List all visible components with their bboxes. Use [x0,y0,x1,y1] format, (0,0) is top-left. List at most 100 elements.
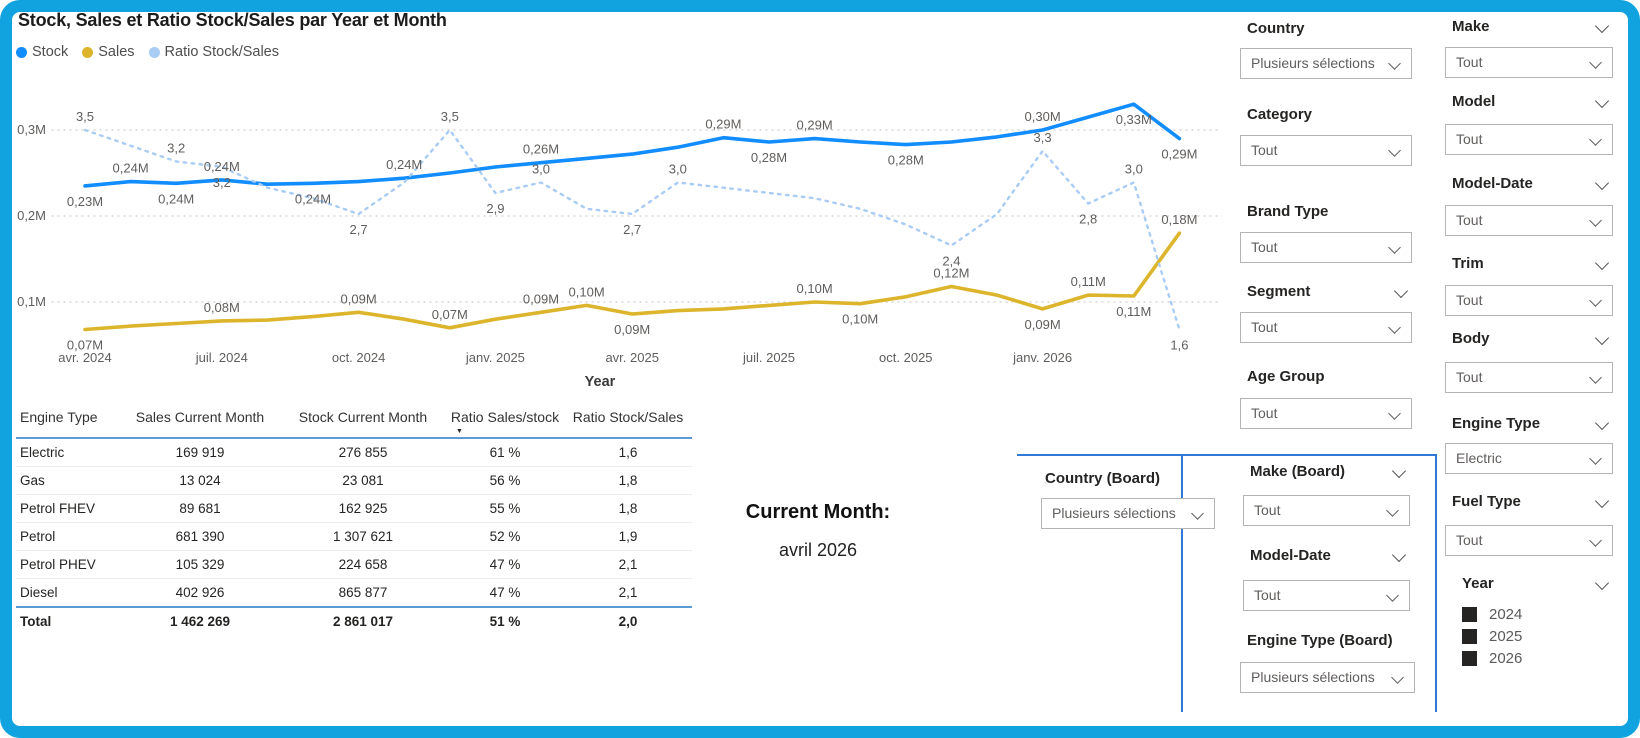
age-group-dropdown[interactable]: Tout [1240,398,1412,429]
data-label: 3,2 [213,175,231,190]
data-label: 0,18M [1161,212,1197,227]
table-row[interactable]: Diesel 402 926 865 877 47 % 2,1 [16,578,692,608]
data-label: 2,7 [623,222,641,237]
country-board-dropdown-value: Plusieurs sélections [1052,505,1176,521]
column-header-ratio-sales-stock[interactable]: Ratio Sales/stock ▼ [446,403,564,439]
model-date-dropdown[interactable]: Tout [1445,205,1613,236]
table-cell: Gas [16,466,120,495]
checkbox-checked-icon [1462,607,1477,622]
table-row[interactable]: Petrol 681 390 1 307 621 52 % 1,9 [16,522,692,551]
make-board-dropdown[interactable]: Tout [1243,495,1410,526]
filter-collapse-icon-engine-type[interactable] [1594,415,1610,431]
table-cell: 52 % [446,522,564,551]
engine-type-board-dropdown-value: Plusieurs sélections [1251,669,1375,685]
legend-dot-icon [16,46,27,58]
column-header-ratio-stock-sales[interactable]: Ratio Stock/Sales [564,403,692,439]
make-dropdown[interactable]: Tout [1445,47,1613,78]
legend-item-sales[interactable]: Sales [82,44,135,60]
checkbox-checked-icon [1462,629,1477,644]
sales-line[interactable] [83,231,1182,332]
ratio-line[interactable] [83,128,1181,331]
x-axis-tick-label: avr. 2025 [605,350,659,365]
data-label: 3,3 [1034,130,1052,145]
table-cell: 402 926 [120,578,280,608]
fuel-type-dropdown[interactable]: Tout [1445,525,1613,556]
engine-type-dropdown[interactable]: Electric [1445,443,1613,474]
segment-dropdown-value: Tout [1251,319,1278,335]
chevron-down-icon [1386,589,1399,602]
data-label: 0,33M [1116,112,1152,127]
table-total-row: Total 1 462 269 2 861 017 51 % 2,0 [16,606,692,635]
filter-collapse-icon-model-date-board[interactable] [1391,547,1407,563]
model-date-board-dropdown[interactable]: Tout [1243,580,1410,611]
body-dropdown-value: Tout [1456,369,1483,385]
engine-type-board-dropdown[interactable]: Plusieurs sélections [1240,662,1415,693]
body-dropdown[interactable]: Tout [1445,362,1613,393]
stock-line[interactable] [83,102,1182,188]
filter-collapse-icon-make[interactable] [1594,18,1610,34]
data-label: 3,2 [167,141,185,156]
data-label: 0,28M [888,153,924,168]
column-header-engine-type[interactable]: Engine Type [16,403,120,439]
brand-type-dropdown[interactable]: Tout [1240,232,1412,263]
data-label: 3,5 [76,109,94,124]
year-option-2025[interactable]: 2025 [1462,628,1522,645]
filter-title-trim: Trim [1452,255,1484,272]
filter-collapse-icon-model-date[interactable] [1594,175,1610,191]
table-cell: 1,6 [564,438,692,467]
table-cell: 2,1 [564,578,692,608]
year-option-2026[interactable]: 2026 [1462,650,1522,667]
country-dropdown[interactable]: Plusieurs sélections [1240,48,1412,79]
legend-item-ratio-stock-sales[interactable]: Ratio Stock/Sales [148,44,279,60]
data-label: 0,24M [295,191,331,206]
model-date-board-dropdown-value: Tout [1254,587,1281,603]
data-label: 0,11M [1071,274,1106,289]
model-dropdown[interactable]: Tout [1445,124,1613,155]
filter-collapse-icon-body[interactable] [1594,330,1610,346]
segment-dropdown[interactable]: Tout [1240,312,1412,343]
chevron-down-icon [1589,452,1602,465]
board-group-top-line [1017,454,1437,456]
legend-item-stock[interactable]: Stock [16,44,68,60]
chevron-down-icon [1589,133,1602,146]
data-label: 0,29M [797,118,833,133]
filter-collapse-icon-year[interactable] [1594,575,1610,591]
filter-collapse-icon-model[interactable] [1594,93,1610,109]
trim-dropdown[interactable]: Tout [1445,285,1613,316]
country-board-dropdown[interactable]: Plusieurs sélections [1041,498,1215,529]
data-label: 0,09M [614,322,650,337]
year-option-2024[interactable]: 2024 [1462,606,1522,623]
chevron-down-icon [1388,407,1401,420]
filter-collapse-icon-trim[interactable] [1594,255,1610,271]
table-row[interactable]: Gas 13 024 23 081 56 % 1,8 [16,466,692,495]
table-cell: 1,8 [564,466,692,495]
checkbox-checked-icon [1462,651,1477,666]
filter-collapse-icon-make-board[interactable] [1391,463,1407,479]
table-row[interactable]: Electric 169 919 276 855 61 % 1,6 [16,438,692,467]
category-dropdown[interactable]: Tout [1240,135,1412,166]
data-label: 0,29M [1161,147,1197,162]
table-row[interactable]: Petrol PHEV 105 329 224 658 47 % 2,1 [16,550,692,579]
year-option-label: 2024 [1489,606,1523,623]
make-dropdown-value: Tout [1456,54,1483,70]
table-cell: 865 877 [280,578,446,608]
data-label: 2,8 [1079,212,1097,227]
table-cell: 162 925 [280,494,446,523]
current-month-value: avril 2026 [778,540,858,560]
table-header: Engine Type Sales Current Month Stock Curr… [16,403,692,439]
table-cell: 56 % [446,466,564,495]
legend-dot-icon [148,46,160,58]
table-body: Electric 169 919 276 855 61 % 1,6 Gas 13 024 23… [16,438,692,635]
table-row[interactable]: Petrol FHEV 89 681 162 925 55 % 1,8 [16,494,692,523]
chart-legend: Stock Sales Ratio Stock/Sales [16,44,279,60]
column-header-stock-current-month[interactable]: Stock Current Month [280,403,446,439]
fuel-type-dropdown-value: Tout [1456,532,1483,548]
year-option-label: 2025 [1489,628,1523,645]
legend-label: Sales [98,44,135,60]
chevron-down-icon [1589,294,1602,307]
filter-collapse-icon-fuel-type[interactable] [1594,493,1610,509]
data-label: 0,09M [1025,317,1061,332]
column-header-sales-current-month[interactable]: Sales Current Month [120,403,280,439]
filter-collapse-icon-segment[interactable] [1393,283,1409,299]
